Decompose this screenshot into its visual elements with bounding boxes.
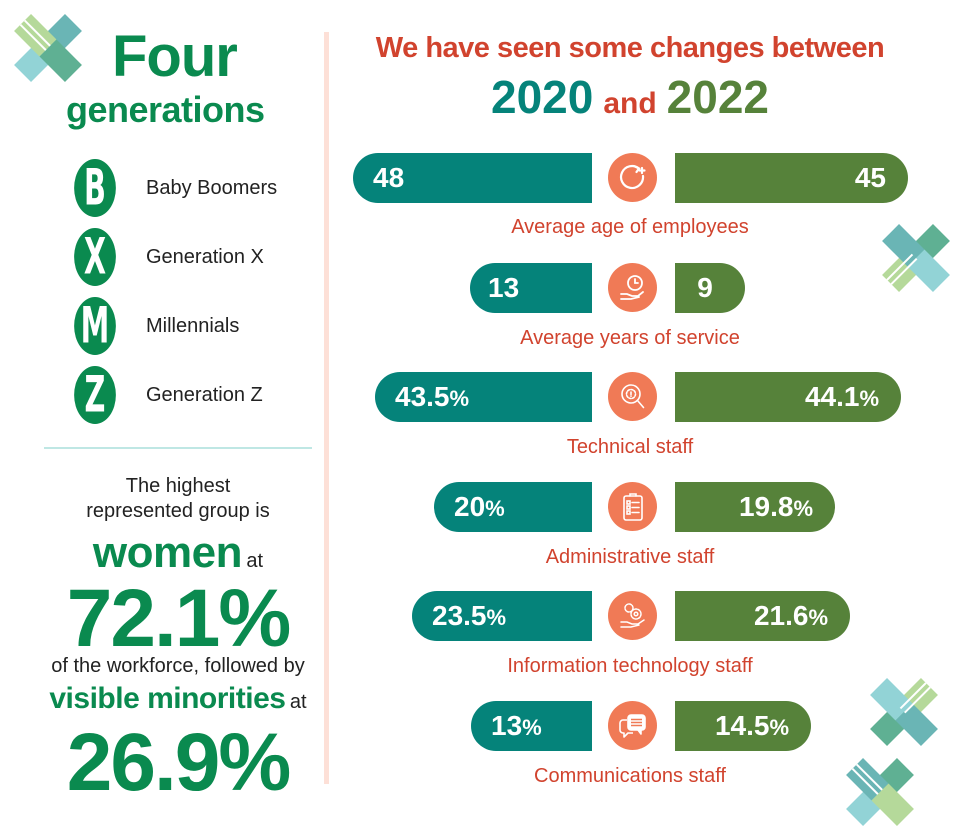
letter-m-badge-icon: M — [74, 297, 116, 355]
clipboard-checklist-icon — [608, 482, 657, 531]
bar-2020-years-service: 13 — [470, 263, 592, 313]
metric-label-technical-staff: Technical staff — [566, 436, 694, 458]
metric-label-years-service: Average years of service — [520, 327, 740, 349]
title-four: Four — [112, 24, 238, 89]
letter-z-badge-icon: Z — [74, 366, 116, 424]
generation-label: Generation X — [146, 245, 264, 268]
metric-label-communications-staff: Communications staff — [534, 765, 726, 787]
stat-at2: at — [289, 691, 307, 713]
bar-2020-communications-staff: 13% — [471, 701, 592, 751]
chat-bubbles-icon — [608, 701, 657, 750]
and-word: and — [603, 87, 657, 120]
vertical-divider — [324, 32, 329, 784]
stat-at1: at — [246, 550, 264, 572]
bar-2020-average-age: 48 — [353, 153, 592, 203]
year-2020: 2020 — [490, 71, 594, 123]
year-2022: 2022 — [666, 71, 770, 123]
age-cycle-icon — [608, 153, 657, 202]
generation-item-millennials: M Millennials — [66, 297, 239, 355]
headline: We have seen some changes between — [375, 32, 885, 64]
title-generations: generations — [66, 89, 265, 130]
stat-group2: visible minorities — [49, 682, 286, 715]
metric-label-administrative-staff: Administrative staff — [545, 546, 715, 568]
value-2020: 13 — [488, 272, 520, 303]
bar-2022-administrative-staff: 19.8% — [675, 482, 835, 532]
value-2020: 20% — [454, 491, 505, 522]
metric-label-average-age: Average age of employees — [511, 216, 749, 238]
value-2020: 13% — [491, 710, 542, 741]
value-2020: 48 — [373, 162, 405, 193]
generation-item-baby-boomers: B Baby Boomers — [66, 159, 277, 217]
stat-intro-line2: represented group is — [86, 500, 270, 522]
generation-label: Generation Z — [146, 383, 263, 406]
year-comparison: 2020 and 2022 — [340, 74, 920, 120]
value-2022: 44.1% — [804, 381, 879, 412]
bar-2022-average-age: 45 — [675, 153, 908, 203]
stat-group1: women — [92, 528, 243, 577]
bar-2020-administrative-staff: 20% — [434, 482, 592, 532]
value-2020: 23.5% — [432, 600, 507, 631]
stat-value2: 26.9% — [66, 717, 292, 808]
generation-label: Millennials — [146, 314, 240, 337]
value-2020: 43.5% — [395, 381, 470, 412]
gears-hand-icon — [608, 591, 657, 640]
bar-2020-technical-staff: 43.5% — [375, 372, 592, 422]
decorative-x-mark-icon — [846, 758, 914, 826]
generation-item-gen-x: X Generation X — [66, 228, 264, 286]
stat-intro-line1: The highest — [125, 475, 231, 497]
clock-hand-icon — [608, 263, 657, 312]
value-2022: 9 — [697, 272, 713, 303]
decorative-x-mark-icon — [870, 678, 938, 746]
bar-2020-it-staff: 23.5% — [412, 591, 592, 641]
stat-group1-line: women at — [30, 528, 326, 578]
letter-b-badge-icon: B — [74, 159, 116, 217]
generation-label: Baby Boomers — [146, 176, 278, 199]
generation-item-gen-z: Z Generation Z — [66, 366, 263, 424]
value-2022: 45 — [854, 162, 886, 193]
value-2022: 19.8% — [738, 491, 813, 522]
decorative-x-mark-icon — [882, 224, 950, 292]
value-2022: 21.6% — [753, 600, 828, 631]
stat-middle: of the workforce, followed by — [51, 655, 305, 677]
stat-group2-line: visible minorities at — [30, 682, 326, 716]
value-2022: 14.5% — [714, 710, 789, 741]
stat-value1: 72.1% — [66, 573, 292, 664]
bar-2022-technical-staff: 44.1% — [675, 372, 901, 422]
letter-x-badge-icon: X — [74, 228, 116, 286]
horizontal-divider — [44, 447, 312, 449]
metric-label-it-staff: Information technology staff — [507, 655, 753, 677]
bar-2022-communications-staff: 14.5% — [675, 701, 811, 751]
bar-2022-it-staff: 21.6% — [675, 591, 850, 641]
bar-2022-years-service: 9 — [675, 263, 745, 313]
gear-magnifier-icon — [608, 372, 657, 421]
decorative-x-mark-icon — [14, 14, 82, 82]
